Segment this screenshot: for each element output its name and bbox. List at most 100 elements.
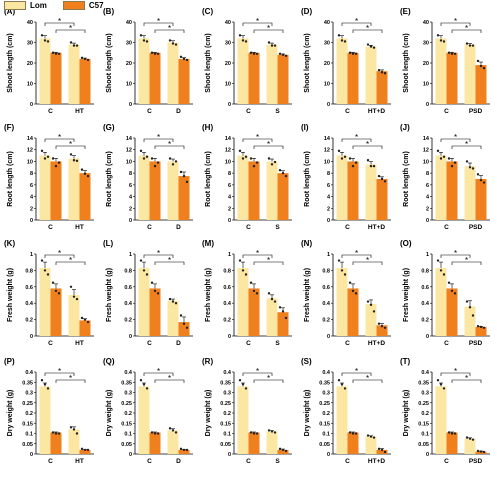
x-tick-label: PSD <box>469 340 483 347</box>
y-tick-label: 0 <box>228 218 231 224</box>
sig-star: * <box>168 140 171 149</box>
y-tick-label: 0 <box>129 334 132 340</box>
y-tick-label: 6 <box>129 183 132 189</box>
y-tick-label: 0.6 <box>124 285 132 291</box>
y-tick-label: 0.2 <box>223 318 231 324</box>
y-axis-label: Shoot length (cm) <box>403 33 410 93</box>
data-point <box>156 432 160 435</box>
y-tick-label: 0 <box>327 102 330 108</box>
sig-star: * <box>355 133 358 142</box>
x-tick-label: C <box>246 340 251 347</box>
bar <box>464 44 476 104</box>
data-point <box>465 160 469 163</box>
panel-label: (R) <box>202 357 213 366</box>
data-point <box>142 269 146 272</box>
data-point <box>377 68 381 72</box>
sig-bracket <box>154 145 185 149</box>
chart-panel: (R) Dry weight (g) 0 0.05 0.1 0.15 0.2 0.25 0.3 0… <box>202 357 292 465</box>
bar <box>167 430 179 454</box>
y-tick-label: 20 <box>225 61 231 67</box>
y-tick-label: 0.1 <box>322 432 330 438</box>
data-point <box>153 432 157 435</box>
bar <box>365 164 377 220</box>
data-point <box>150 431 154 434</box>
y-tick-label: 1 <box>129 252 132 258</box>
data-point <box>150 281 154 284</box>
y-tick-label: 0.8 <box>421 268 429 274</box>
sig-bracket <box>143 22 174 26</box>
data-point <box>479 450 483 453</box>
y-tick-label: 12 <box>423 148 429 154</box>
legend-label-lom: Lom <box>30 1 47 10</box>
y-tick-label: 12 <box>126 148 132 154</box>
y-axis-label: Shoot length (cm) <box>106 33 113 93</box>
y-tick-label: 30 <box>126 41 132 47</box>
data-point <box>377 447 381 451</box>
y-tick-label: 8 <box>30 171 33 177</box>
y-tick-label: 0.05 <box>220 442 231 448</box>
data-point <box>244 273 248 276</box>
bar <box>248 52 260 104</box>
y-tick-label: 0 <box>426 102 429 108</box>
y-tick-label: 0.4 <box>124 301 133 307</box>
data-point <box>281 310 285 313</box>
data-point <box>340 383 344 386</box>
y-tick-label: 0.15 <box>220 421 231 427</box>
data-point <box>369 435 373 438</box>
data-point <box>255 52 259 55</box>
data-point <box>72 428 76 431</box>
sig-star: * <box>256 249 259 258</box>
sig-bracket <box>451 261 482 265</box>
data-point <box>354 52 358 55</box>
data-point <box>145 387 149 390</box>
bar <box>167 161 179 220</box>
bar <box>138 386 150 454</box>
data-point <box>369 303 373 307</box>
data-point <box>145 155 149 158</box>
sig-bracket <box>352 145 383 149</box>
y-tick-label: 0.8 <box>25 268 33 274</box>
data-point <box>453 432 457 435</box>
data-point <box>270 44 274 47</box>
panel-label: (G) <box>103 123 115 132</box>
data-point <box>450 52 454 55</box>
panel-label: (T) <box>400 357 411 366</box>
y-tick-label: 14 <box>126 136 133 142</box>
data-point <box>153 289 157 293</box>
sig-bracket <box>154 379 185 383</box>
data-point <box>348 281 352 284</box>
data-point <box>139 259 143 262</box>
data-point <box>241 269 245 272</box>
sig-star: * <box>168 24 171 33</box>
y-tick-label: 2 <box>228 206 231 212</box>
bar <box>475 179 487 220</box>
x-tick-label: C <box>345 108 350 115</box>
bar <box>475 326 487 336</box>
data-point <box>80 447 84 451</box>
data-point <box>465 436 469 439</box>
data-point <box>273 300 277 303</box>
bar <box>68 44 80 104</box>
y-tick-label: 8 <box>129 171 132 177</box>
data-point <box>46 155 50 158</box>
y-tick-label: 0 <box>129 452 132 458</box>
y-tick-label: 0 <box>228 102 231 108</box>
bar <box>68 295 80 336</box>
y-tick-label: 0.3 <box>124 391 132 397</box>
data-point <box>369 164 373 168</box>
y-tick-label: 0.4 <box>421 370 430 376</box>
data-point <box>439 157 443 160</box>
sig-bracket <box>352 379 383 383</box>
data-point <box>278 447 282 451</box>
x-tick-label: HT+D <box>368 458 385 465</box>
data-point <box>471 167 475 170</box>
chart-panel: (O) Fresh weight (g) 0 0.2 0.4 0.6 0.8 1 C PSD * * <box>400 239 490 347</box>
y-tick-label: 0.35 <box>319 380 330 386</box>
panel-label: (P) <box>4 357 15 366</box>
chart-panel: (Q) Dry weight (g) 0 0.05 0.1 0.15 0.2 0.25 0.3 0… <box>103 357 193 465</box>
sig-bracket <box>242 254 273 258</box>
y-tick-label: 0.35 <box>418 380 429 386</box>
sig-bracket <box>55 29 86 33</box>
data-point <box>468 44 472 47</box>
